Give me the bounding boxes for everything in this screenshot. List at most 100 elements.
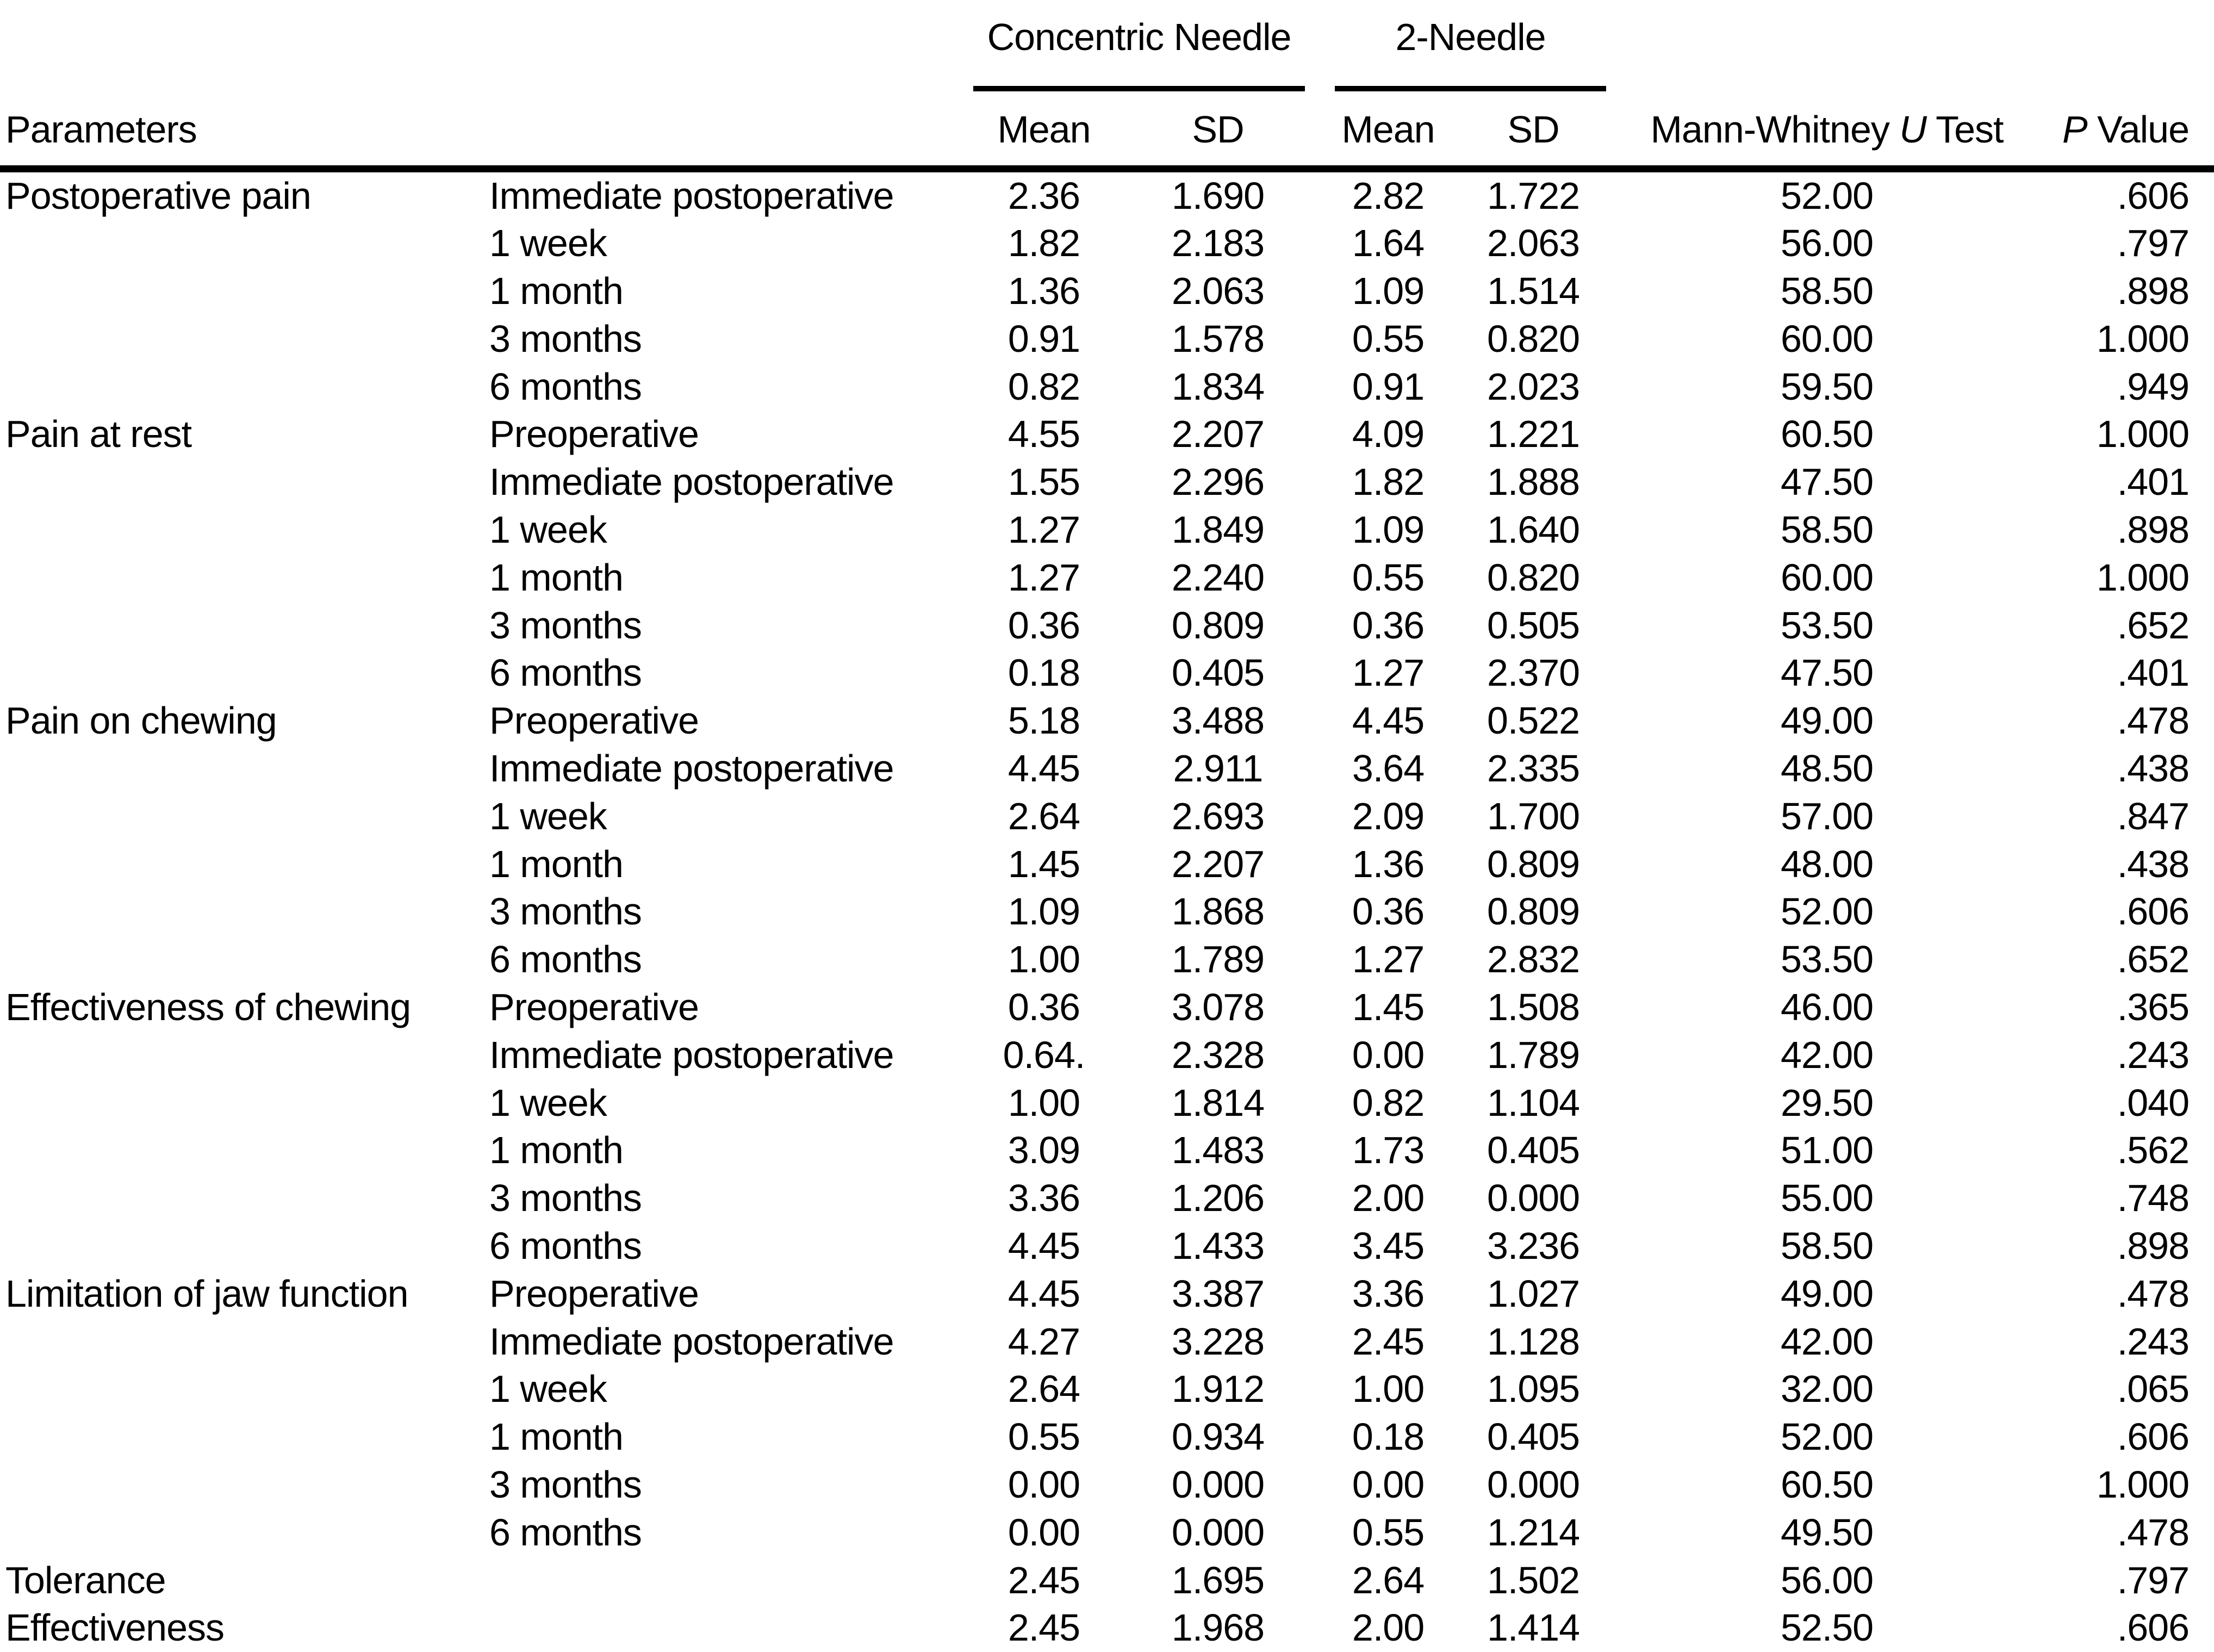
utest-label-u: U	[1899, 108, 1927, 151]
cell-parameter	[0, 458, 489, 506]
cell-parameter: Limitation of jaw function	[5, 1272, 409, 1315]
cell-mann-whitney-u: 48.00	[1780, 842, 1874, 885]
cell-timepoint: 6 months	[489, 1511, 642, 1554]
cell-mann-whitney-u: 46.00	[1780, 986, 1874, 1029]
group-header-spacer	[0, 0, 968, 97]
cell-parameter	[0, 602, 489, 650]
cell-concentric-sd: 2.240	[1171, 556, 1265, 599]
cell-2needle-mean: 1.73	[1352, 1129, 1425, 1172]
cell-p-value: .748	[2117, 1177, 2190, 1220]
column-header-row: Parameters Mean SD Mean SD Mann-Whitney …	[0, 97, 2214, 172]
cell-timepoint: 3 months	[489, 604, 642, 647]
table-row: Effectiveness of chewing Preoperative 0.…	[0, 984, 2214, 1032]
group-header-spacer-right	[1606, 0, 2214, 97]
pvalue-label-suffix: Value	[2087, 108, 2190, 151]
cell-concentric-sd: 1.695	[1171, 1558, 1265, 1601]
col-header-mann-whitney-u-test: Mann-Whitney U Test	[1606, 97, 2048, 172]
cell-concentric-mean: 1.27	[1008, 508, 1080, 551]
cell-concentric-mean: 0.82	[1008, 365, 1080, 408]
table-body: Postoperative pain Immediate postoperati…	[0, 169, 2214, 1652]
cell-2needle-mean: 0.55	[1352, 1511, 1425, 1554]
cell-2needle-mean: 0.00	[1352, 1463, 1425, 1506]
table-row: 1 month 1.27 2.240 0.55 0.820 60.00 1.00…	[0, 554, 2214, 602]
cell-2needle-sd: 1.789	[1487, 1033, 1580, 1076]
cell-2needle-mean: 0.91	[1352, 365, 1425, 408]
cell-mann-whitney-u: 58.50	[1780, 1225, 1874, 1268]
cell-timepoint: 1 week	[489, 222, 607, 265]
table-row: 3 months 0.91 1.578 0.55 0.820 60.00 1.0…	[0, 315, 2214, 363]
cell-mann-whitney-u: 56.00	[1780, 1558, 1874, 1601]
cell-2needle-sd: 0.000	[1487, 1177, 1580, 1220]
cell-p-value: .797	[2117, 222, 2190, 265]
cell-timepoint: 1 month	[489, 1129, 624, 1172]
table-row: 6 months 0.82 1.834 0.91 2.023 59.50 .94…	[0, 363, 2214, 411]
cell-2needle-sd: 0.505	[1487, 604, 1580, 647]
cell-timepoint: 1 week	[489, 1368, 607, 1411]
table-row: 1 week 2.64 1.912 1.00 1.095 32.00 .065	[0, 1365, 2214, 1413]
table-row: Pain on chewing Preoperative 5.18 3.488 …	[0, 697, 2214, 745]
table-row: Immediate postoperative 4.45 2.911 3.64 …	[0, 745, 2214, 793]
cell-concentric-mean: 4.55	[1008, 413, 1080, 456]
cell-2needle-sd: 1.700	[1487, 794, 1580, 837]
cell-2needle-sd: 1.214	[1487, 1511, 1580, 1554]
cell-2needle-mean: 0.36	[1352, 604, 1425, 647]
table-row: Limitation of jaw function Preoperative …	[0, 1270, 2214, 1318]
cell-concentric-sd: 1.433	[1171, 1225, 1265, 1268]
cell-concentric-sd: 0.000	[1171, 1463, 1265, 1506]
cell-p-value: .243	[2117, 1033, 2190, 1076]
table-row: 1 month 3.09 1.483 1.73 0.405 51.00 .562	[0, 1127, 2214, 1175]
cell-parameter	[0, 220, 489, 268]
cell-concentric-mean: 1.45	[1008, 842, 1080, 885]
cell-concentric-mean: 0.36	[1008, 604, 1080, 647]
table-row: 1 week 2.64 2.693 2.09 1.700 57.00 .847	[0, 793, 2214, 841]
cell-mann-whitney-u: 52.50	[1780, 1606, 1874, 1649]
cell-2needle-sd: 1.502	[1487, 1558, 1580, 1601]
cell-concentric-sd: 2.911	[1173, 747, 1264, 790]
cell-concentric-mean: 4.27	[1008, 1320, 1080, 1363]
cell-2needle-mean: 1.64	[1352, 222, 1425, 265]
cell-2needle-mean: 4.09	[1352, 413, 1425, 456]
cell-2needle-mean: 0.36	[1352, 890, 1425, 933]
cell-parameter	[0, 506, 489, 554]
cell-concentric-sd: 0.405	[1171, 651, 1265, 694]
cell-2needle-sd: 1.514	[1487, 270, 1580, 313]
cell-parameter	[0, 1032, 489, 1079]
group-header-concentric-needle: Concentric Needle	[968, 0, 1316, 97]
cell-concentric-mean: 0.18	[1008, 651, 1080, 694]
cell-mann-whitney-u: 53.50	[1780, 938, 1874, 981]
cell-parameter: Tolerance	[5, 1558, 166, 1601]
cell-concentric-sd: 3.488	[1171, 699, 1265, 742]
cell-p-value: .365	[2117, 986, 2190, 1029]
cell-2needle-sd: 1.027	[1487, 1272, 1580, 1315]
cell-mann-whitney-u: 60.50	[1780, 413, 1874, 456]
cell-parameter	[0, 1127, 489, 1175]
cell-parameter	[0, 554, 489, 602]
cell-2needle-mean: 1.27	[1352, 938, 1425, 981]
cell-p-value: .478	[2117, 1272, 2190, 1315]
table-row: 1 week 1.27 1.849 1.09 1.640 58.50 .898	[0, 506, 2214, 554]
cell-concentric-mean: 3.36	[1008, 1177, 1080, 1220]
cell-2needle-sd: 0.820	[1487, 556, 1580, 599]
cell-concentric-mean: 4.45	[1008, 1225, 1080, 1268]
cell-p-value: .438	[2117, 842, 2190, 885]
cell-mann-whitney-u: 29.50	[1780, 1081, 1874, 1124]
cell-parameter	[0, 1079, 489, 1127]
cell-concentric-sd: 1.206	[1171, 1177, 1265, 1220]
two-needle-spanner-rule: 2-Needle	[1335, 0, 1607, 91]
cell-concentric-mean: 0.00	[1008, 1511, 1080, 1554]
cell-timepoint: 1 week	[489, 1081, 607, 1124]
cell-mann-whitney-u: 49.50	[1780, 1511, 1874, 1554]
cell-timepoint: Preoperative	[489, 1272, 699, 1315]
col-header-mean-2needle: Mean	[1316, 97, 1461, 172]
cell-2needle-sd: 3.236	[1487, 1225, 1580, 1268]
cell-2needle-mean: 1.09	[1352, 508, 1425, 551]
cell-p-value: .606	[2117, 1606, 2190, 1649]
cell-2needle-sd: 0.809	[1487, 842, 1580, 885]
cell-timepoint: Immediate postoperative	[489, 1320, 894, 1363]
cell-mann-whitney-u: 56.00	[1780, 222, 1874, 265]
cell-timepoint: 1 month	[489, 270, 624, 313]
cell-mann-whitney-u: 32.00	[1780, 1368, 1874, 1411]
cell-concentric-sd: 3.078	[1171, 986, 1265, 1029]
cell-timepoint: 1 month	[489, 1415, 624, 1458]
